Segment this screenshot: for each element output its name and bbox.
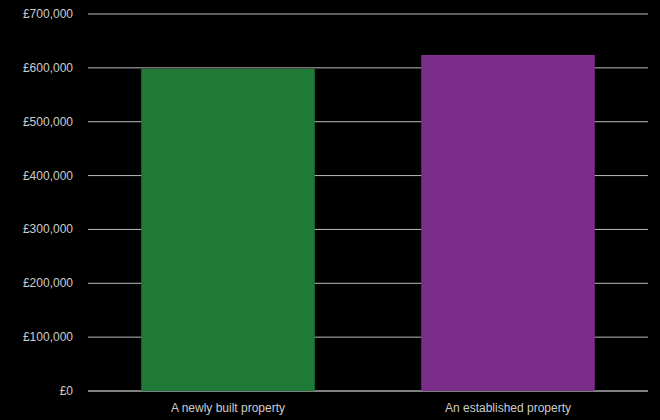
y-tick-label: £400,000 xyxy=(23,169,73,183)
background xyxy=(0,0,660,420)
y-tick-label: £0 xyxy=(60,384,74,398)
grid-line xyxy=(88,14,648,15)
y-tick-label: £700,000 xyxy=(23,7,73,21)
y-tick-label: £100,000 xyxy=(23,330,73,344)
x-tick-label: An established property xyxy=(445,401,571,415)
y-tick-label: £200,000 xyxy=(23,276,73,290)
chart: £0 £100,000 £200,000 £300,000 £400,000 £500,0… xyxy=(0,0,660,420)
bar xyxy=(421,55,595,391)
y-tick-label: £600,000 xyxy=(23,61,73,75)
x-tick-label: A newly built property xyxy=(171,401,285,415)
chart-container: £0 £100,000 £200,000 £300,000 £400,000 £500,0… xyxy=(0,0,660,420)
y-tick-label: £300,000 xyxy=(23,222,73,236)
bar xyxy=(141,69,315,391)
bars xyxy=(141,55,595,391)
y-tick-label: £500,000 xyxy=(23,115,73,129)
